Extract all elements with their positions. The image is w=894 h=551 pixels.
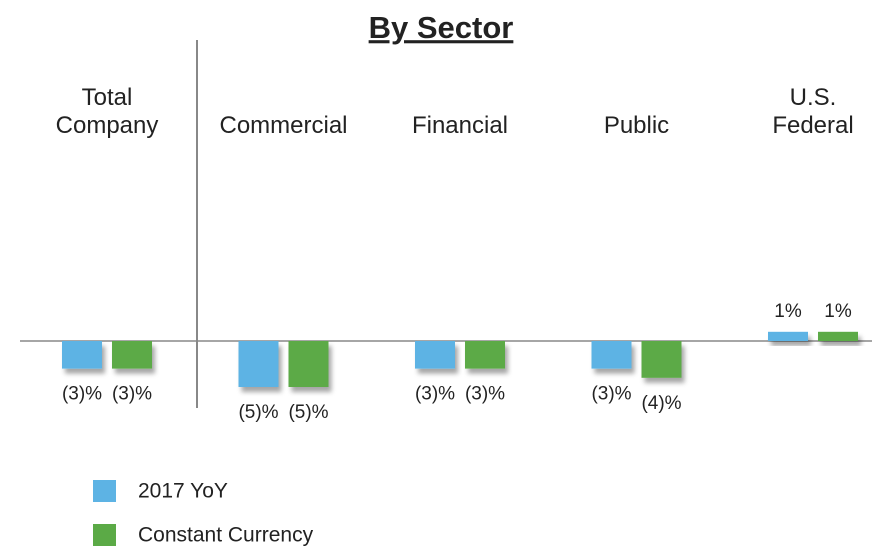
value-label: (3)%: [591, 384, 631, 405]
legend-swatch: [93, 480, 116, 502]
bar: [641, 341, 682, 378]
legend-label: 2017 YoY: [138, 480, 228, 503]
bar: [62, 341, 102, 369]
value-label: 1%: [774, 301, 802, 322]
category-label: U.S. Federal: [772, 84, 854, 139]
value-label: 1%: [824, 301, 852, 322]
bar: [768, 331, 808, 341]
category-label: Financial: [411, 112, 509, 139]
bar: [818, 331, 858, 341]
value-label: (4)%: [641, 393, 681, 414]
value-label: (3)%: [112, 384, 152, 405]
legend-swatch: [93, 524, 116, 546]
value-label: (3)%: [415, 384, 455, 405]
chart-title: By Sector: [369, 10, 514, 45]
bar: [288, 341, 329, 387]
value-label: (3)%: [62, 384, 102, 405]
bar: [415, 341, 455, 369]
category-label: Public: [603, 112, 670, 139]
value-label: (5)%: [288, 402, 328, 423]
value-label: (3)%: [465, 384, 505, 405]
bar: [238, 341, 279, 387]
value-label: (5)%: [238, 402, 278, 423]
bar: [591, 341, 632, 369]
category-label: Total Company: [55, 84, 159, 139]
legend-label: Constant Currency: [138, 524, 314, 547]
bar: [112, 341, 152, 369]
category-label: Commercial: [219, 112, 348, 139]
bar: [465, 341, 505, 369]
